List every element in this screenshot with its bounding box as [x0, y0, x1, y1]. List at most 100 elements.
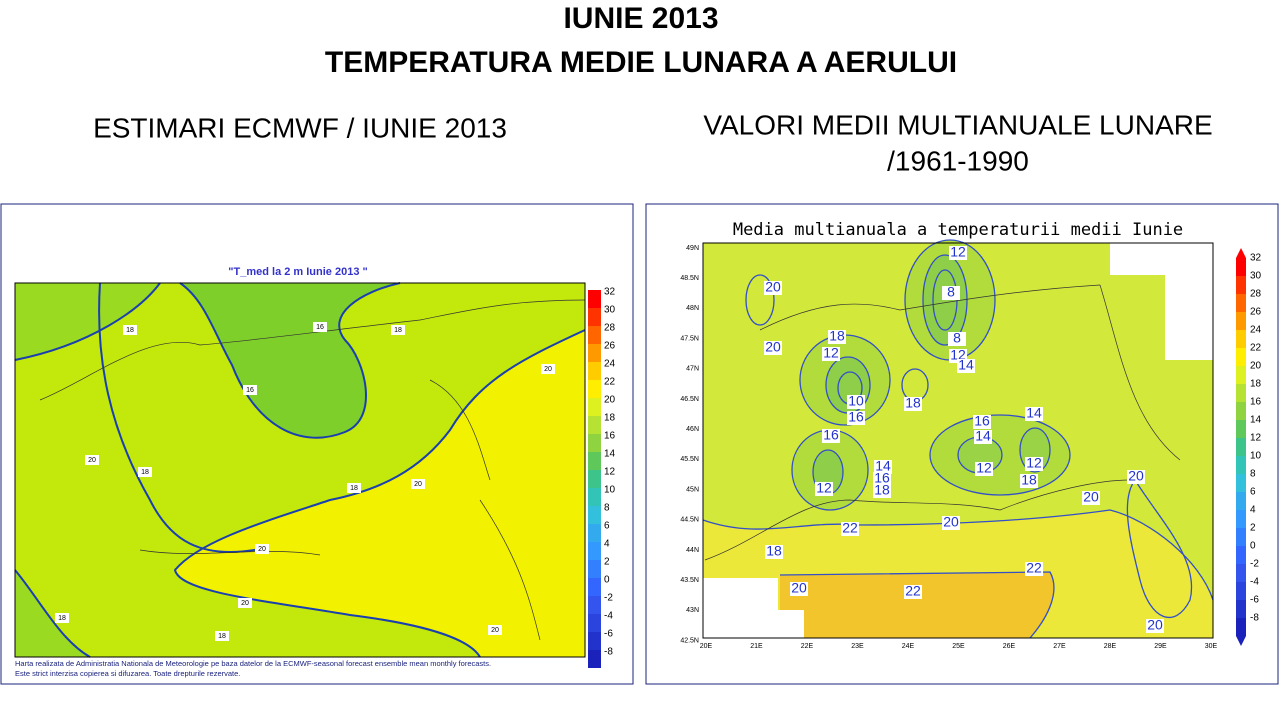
contour-label-bg — [55, 613, 69, 623]
contour-label: 18 — [350, 485, 358, 492]
lon-label: 20E — [700, 643, 713, 650]
contour-label-bg — [847, 395, 865, 409]
colorbar-label: 32 — [604, 287, 616, 298]
colorbar-swatch — [588, 596, 601, 614]
colorbar-swatch — [588, 308, 601, 326]
contour-label: 20 — [544, 366, 552, 373]
contour-label: 20 — [258, 546, 266, 553]
colorbar-label: -4 — [604, 611, 613, 622]
contour-label: 20 — [943, 514, 959, 530]
contour-label-bg — [873, 484, 891, 498]
colorbar-swatch — [588, 614, 601, 632]
colorbar-cap — [1236, 248, 1246, 258]
contour-label: 18 — [126, 327, 134, 334]
contour-label-bg — [764, 341, 782, 355]
contour-label: 16 — [874, 470, 890, 486]
contour-label: 16 — [823, 427, 839, 443]
colorbar-label: 26 — [604, 341, 616, 352]
contour-label: 20 — [491, 627, 499, 634]
contour-label-bg — [411, 479, 425, 489]
contour-label: 20 — [1147, 617, 1163, 633]
lat-label: 44N — [686, 547, 699, 554]
title-line: IUNIE 2013 — [563, 2, 718, 35]
colorbar-swatch — [1236, 402, 1246, 420]
colorbar-swatch — [1236, 276, 1246, 294]
colorbar-swatch — [588, 506, 601, 524]
colorbar-label: 28 — [604, 323, 616, 334]
contour-label-bg — [1025, 562, 1043, 576]
lon-label: 25E — [952, 643, 965, 650]
contour-label: 18 — [141, 469, 149, 476]
colorbar-swatch — [588, 578, 601, 596]
colorbar-label: 4 — [1250, 505, 1256, 516]
contour-label: 14 — [975, 428, 991, 444]
contour-label: 20 — [1083, 489, 1099, 505]
contour-label-bg — [822, 347, 840, 361]
colorbar-label: 0 — [604, 575, 610, 586]
colorbar-label: 20 — [604, 395, 616, 406]
colorbar-swatch — [1236, 456, 1246, 474]
colorbar-swatch — [588, 290, 601, 308]
contour-label: 14 — [958, 357, 974, 373]
colorbar-swatch — [588, 326, 601, 344]
contour-label-bg — [243, 385, 257, 395]
colorbar-label: 6 — [1250, 487, 1256, 498]
contour-label: 20 — [765, 339, 781, 355]
contour-label: 18 — [58, 615, 66, 622]
lat-label: 47N — [686, 366, 699, 373]
lon-label: 26E — [1003, 643, 1016, 650]
contour-label-bg — [974, 430, 992, 444]
colorbar-swatch — [1236, 582, 1246, 600]
colorbar-swatch — [1236, 348, 1246, 366]
colorbar-label: 10 — [604, 485, 616, 496]
colorbar-swatch — [588, 470, 601, 488]
contour-label: 22 — [905, 583, 921, 599]
left-map — [14, 282, 586, 658]
colorbar-label: 0 — [1250, 541, 1256, 552]
colorbar-cap — [1236, 636, 1246, 646]
colorbar-swatch — [1236, 618, 1246, 636]
contour-label-bg — [1020, 474, 1038, 488]
colorbar-label: 14 — [1250, 415, 1262, 426]
contour-label: 20 — [1128, 468, 1144, 484]
colorbar-label: 18 — [1250, 379, 1262, 390]
colorbar-swatch — [1236, 258, 1246, 276]
colorbar-label: 18 — [604, 413, 616, 424]
contour-label-bg — [873, 472, 891, 486]
contour-label-bg — [488, 625, 502, 635]
contour-label-bg — [347, 483, 361, 493]
colorbar-swatch — [1236, 546, 1246, 564]
lon-label: 24E — [902, 643, 915, 650]
colorbar-label: -4 — [1250, 577, 1259, 588]
contour-label: 22 — [842, 520, 858, 536]
contour-label-bg — [123, 325, 137, 335]
contour-label-bg — [313, 322, 327, 332]
colorbar-swatch — [1236, 294, 1246, 312]
colorbar-swatch — [588, 542, 601, 560]
contour-label: 16 — [246, 387, 254, 394]
colorbar-swatch — [588, 380, 601, 398]
contour-label: 20 — [765, 279, 781, 295]
colorbar-label: 16 — [1250, 397, 1262, 408]
contour-label: 12 — [950, 347, 966, 363]
colorbar-label: 2 — [604, 557, 610, 568]
contour-label: 8 — [947, 284, 955, 300]
contour-label: 16 — [974, 413, 990, 429]
left-map-title: "T_med la 2 m Iunie 2013 " — [228, 266, 367, 278]
colorbar-label: 28 — [1250, 289, 1262, 300]
lat-label: 45.5N — [680, 456, 699, 463]
contour-label-bg — [85, 455, 99, 465]
colorbar-swatch — [1236, 384, 1246, 402]
contour-label: 20 — [414, 481, 422, 488]
colorbar-label: 6 — [604, 521, 610, 532]
colorbar-swatch — [1236, 564, 1246, 582]
colorbar-label: -2 — [1250, 559, 1259, 570]
lat-label: 44.5N — [680, 517, 699, 524]
right-heading: VALORI MEDII MULTIANUALE LUNARE — [703, 109, 1212, 140]
colorbar-label: 24 — [1250, 325, 1262, 336]
contour-label-bg — [765, 545, 783, 559]
colorbar-label: 14 — [604, 449, 616, 460]
lat-label: 45N — [686, 486, 699, 493]
colorbar-swatch — [588, 524, 601, 542]
